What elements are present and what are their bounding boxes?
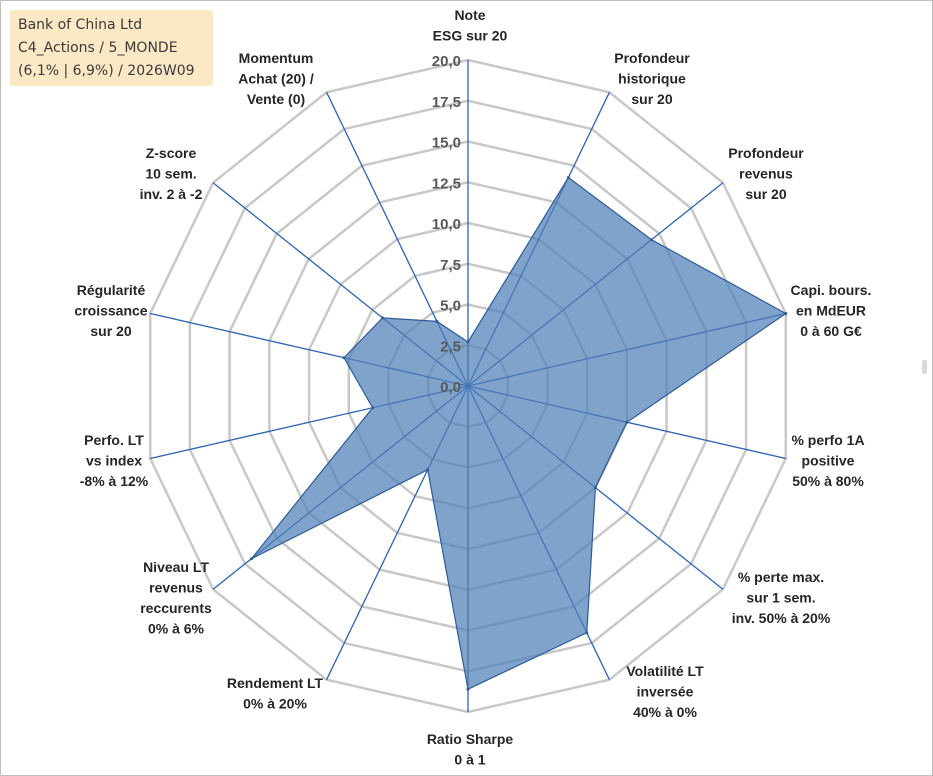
axis-label-4: Capi. bours. en MdEUR 0 à 60 G€ (791, 282, 872, 339)
data-point (593, 486, 597, 490)
axis-label-13: Z-score 10 sem. inv. 2 à -2 (140, 145, 203, 202)
scrollbar-handle[interactable] (922, 360, 927, 374)
axis-label-2: Profondeur historique sur 20 (614, 50, 690, 107)
tick-label: 10,0 (432, 216, 461, 233)
axis-label-line: 0 à 1 (454, 752, 485, 768)
axis-label-line: 0% à 20% (243, 696, 307, 712)
stock-info-box: Bank of China Ltd C4_Actions / 5_MONDE (… (10, 10, 213, 86)
tick-label: 17,5 (432, 94, 461, 111)
axis-label-line: sur 20 (90, 323, 131, 339)
axis-label-line: Niveau LT (143, 559, 209, 575)
axis-label-line: ESG sur 20 (433, 28, 508, 44)
axis-label-line: inv. 50% à 20% (732, 610, 831, 626)
axis-label-line: 50% à 80% (792, 473, 864, 489)
axis-label-10: Niveau LT revenus reccurents 0% à 6% (140, 559, 212, 637)
data-point (625, 420, 629, 424)
data-point (466, 687, 470, 691)
axis-label-line: sur 20 (745, 186, 786, 202)
axis-label-12: Régularité croissance sur 20 (74, 282, 147, 339)
axis-label-line: croissance (74, 303, 147, 319)
data-point (249, 557, 253, 561)
tick-label: 2,5 (440, 338, 461, 355)
axis-label-line: Momentum (239, 50, 314, 66)
axis-label-line: sur 20 (631, 91, 672, 107)
tick-label: 7,5 (440, 257, 461, 274)
axis-label-line: sur 1 sem. (746, 590, 815, 606)
series (249, 176, 788, 691)
data-point (371, 406, 375, 410)
data-point (466, 340, 470, 344)
axis-label-line: Vente (0) (247, 91, 305, 107)
axis-label-line: reccurents (140, 600, 212, 616)
axis-label-line: inversée (637, 684, 694, 700)
axis-label-line: Volatilité LT (626, 663, 704, 679)
stock-name: Bank of China Ltd (18, 17, 143, 33)
data-point (585, 631, 589, 635)
data-point (426, 468, 430, 472)
axis-label-line: historique (618, 71, 686, 87)
axis-label-line: positive (802, 453, 855, 469)
axis-label-line: % perte max. (738, 569, 824, 585)
axis-label-3: Profondeur revenus sur 20 (728, 145, 804, 202)
axis-label-6: % perte max. sur 1 sem. inv. 50% à 20% (732, 569, 831, 626)
axis-label-line: Ratio Sharpe (427, 731, 514, 747)
tick-label: 0,0 (440, 379, 461, 396)
axis-label-line: Régularité (77, 282, 146, 298)
axis-label-line: revenus (149, 580, 203, 596)
data-point (435, 319, 439, 323)
axis-label-7: Volatilité LT inversée 40% à 0% (626, 663, 704, 720)
portfolio-category: C4_Actions / 5_MONDE (18, 40, 178, 56)
axis-label-line: 0 à 60 G€ (800, 323, 862, 339)
axis-label-line: % perfo 1A (791, 432, 864, 448)
axis-label-5: % perfo 1A positive 50% à 80% (791, 432, 864, 489)
data-point (784, 312, 788, 315)
tick-labels: 0,0 2,5 5,0 7,5 10,0 12,5 15,0 17,5 20,0 (432, 53, 461, 396)
axis-label-line: Achat (20) / (238, 71, 314, 87)
data-point (342, 356, 346, 360)
axis-label-line: Profondeur (728, 145, 804, 161)
tick-label: 12,5 (432, 175, 461, 192)
tick-label: 20,0 (432, 53, 461, 70)
data-point (566, 176, 570, 179)
axis-label-line: -8% à 12% (80, 473, 149, 489)
tick-label: 5,0 (440, 298, 461, 315)
axis-label-line: Note (454, 7, 485, 23)
data-point (381, 316, 385, 320)
axis-label-line: Capi. bours. (791, 282, 872, 298)
axis-labels: Note ESG sur 20 Profondeur historique sur 20… (74, 7, 871, 768)
axis-label-1: Note ESG sur 20 (433, 7, 508, 44)
axis-label-line: revenus (739, 166, 793, 182)
axis-label-14: Momentum Achat (20) / Vente (0) (238, 50, 314, 107)
axis-label-line: Z-score (146, 145, 197, 161)
axis-label-8: Ratio Sharpe 0 à 1 (427, 731, 514, 768)
axis-label-line: inv. 2 à -2 (140, 186, 203, 202)
axis-label-line: Profondeur (614, 50, 690, 66)
tick-label: 15,0 (432, 135, 461, 152)
data-point (650, 238, 653, 242)
axis-label-line: 40% à 0% (633, 704, 697, 720)
axis-label-11: Perfo. LT vs index -8% à 12% (80, 432, 149, 489)
axis-label-line: Rendement LT (227, 675, 324, 691)
axis-label-line: 0% à 6% (148, 621, 205, 637)
axis-label-9: Rendement LT 0% à 20% (227, 675, 324, 712)
axis-label-line: en MdEUR (796, 303, 866, 319)
axis-label-line: Perfo. LT (84, 432, 144, 448)
axis-label-line: 10 sem. (145, 166, 196, 182)
performance-and-week: (6,1% | 6,9%) / 2026W09 (18, 63, 195, 79)
axis-label-line: vs index (86, 453, 142, 469)
